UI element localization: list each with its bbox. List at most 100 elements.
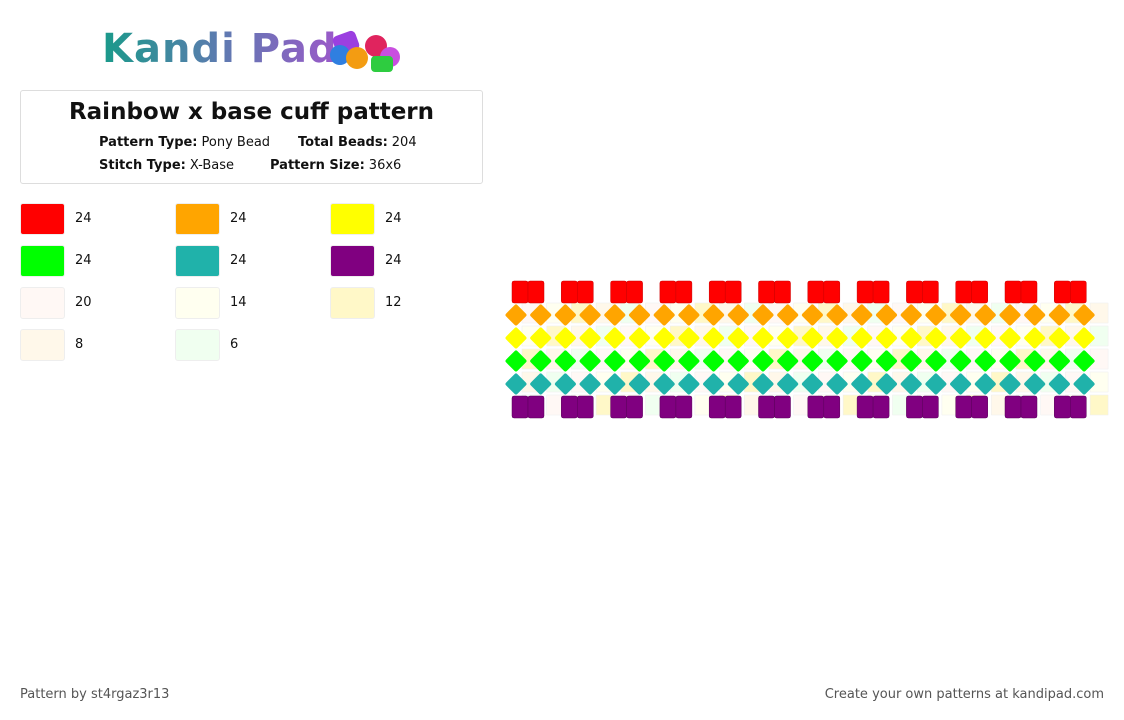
light-bead — [645, 302, 664, 324]
bead — [876, 304, 897, 326]
bead — [1048, 350, 1070, 372]
swatch — [330, 287, 375, 319]
bead — [678, 327, 700, 349]
light-bead — [867, 325, 887, 347]
swatch-count: 8 — [75, 337, 84, 352]
light-bead — [669, 348, 689, 370]
light-bead — [818, 348, 837, 370]
bead — [971, 280, 988, 304]
swatch-count: 14 — [230, 295, 247, 310]
bead — [659, 280, 677, 304]
bead — [900, 373, 922, 395]
info-item: Pattern Size: 36x6 — [270, 158, 401, 173]
light-bead — [694, 325, 714, 347]
bead — [629, 304, 650, 326]
light-bead — [595, 325, 615, 347]
bead — [925, 327, 947, 349]
light-bead — [842, 394, 862, 416]
light-bead — [991, 302, 1010, 324]
light-bead — [991, 394, 1010, 416]
bead — [675, 280, 693, 304]
bead — [851, 304, 873, 326]
bead — [999, 327, 1021, 349]
light-bead — [818, 302, 837, 324]
light-bead — [1065, 348, 1084, 370]
swatch-count: 24 — [75, 253, 92, 268]
light-bead — [1089, 348, 1109, 370]
light-bead — [867, 371, 887, 393]
info-value: Pony Bead — [201, 135, 271, 150]
bead — [999, 304, 1021, 326]
light-bead — [1089, 371, 1109, 393]
bead — [950, 304, 972, 326]
bead — [653, 373, 675, 395]
bead — [1004, 395, 1022, 419]
bead — [727, 304, 749, 326]
light-bead — [744, 325, 763, 347]
bead — [971, 395, 988, 419]
light-bead — [991, 348, 1010, 370]
bead — [577, 280, 594, 304]
light-bead — [892, 371, 911, 393]
bead — [703, 373, 725, 395]
light-bead — [620, 302, 640, 324]
light-bead — [546, 302, 565, 324]
light-bead — [1040, 371, 1059, 393]
bead — [823, 280, 841, 304]
light-bead — [1040, 302, 1059, 324]
light-bead — [571, 348, 590, 370]
swatch — [20, 203, 65, 235]
bead — [505, 304, 527, 326]
footer-link[interactable]: Create your own patterns at kandipad.com — [824, 687, 1104, 702]
light-bead — [719, 371, 738, 393]
info-label: Total Beads: — [298, 135, 388, 150]
bead — [856, 395, 874, 419]
bead — [950, 373, 972, 395]
bead — [851, 373, 873, 395]
bead — [1048, 304, 1070, 326]
bead — [801, 350, 823, 372]
light-bead — [620, 371, 640, 393]
light-bead — [768, 325, 788, 347]
bead — [752, 373, 774, 395]
light-bead — [1015, 348, 1035, 370]
light-bead — [916, 348, 936, 370]
light-bead — [1065, 394, 1084, 416]
swatch-count: 24 — [385, 211, 402, 226]
bead — [708, 280, 726, 304]
bead — [823, 395, 841, 419]
bead — [505, 373, 527, 395]
bead — [554, 304, 576, 326]
bead — [900, 327, 922, 349]
light-bead — [1040, 394, 1059, 416]
light-bead — [867, 348, 887, 370]
light-bead — [1015, 302, 1035, 324]
bead — [758, 280, 775, 304]
light-bead — [1089, 394, 1109, 416]
light-bead — [645, 371, 664, 393]
light-bead — [892, 394, 911, 416]
light-bead — [694, 348, 714, 370]
light-bead — [719, 325, 738, 347]
light-bead — [744, 348, 763, 370]
logo[interactable]: Kandi Pad — [102, 26, 338, 72]
bead — [629, 327, 650, 349]
bead — [727, 327, 749, 349]
bead — [900, 350, 922, 372]
light-bead — [546, 348, 565, 370]
bead — [777, 304, 799, 326]
light-bead — [768, 348, 788, 370]
info-label: Pattern Size: — [270, 158, 365, 173]
swatch — [330, 245, 375, 277]
bead — [1024, 373, 1046, 395]
bead — [653, 327, 675, 349]
swatch — [20, 329, 65, 361]
bead — [1070, 395, 1087, 419]
light-bead — [669, 325, 689, 347]
swatch — [175, 287, 220, 319]
light-bead — [842, 371, 862, 393]
swatch-count: 6 — [230, 337, 239, 352]
bead — [752, 350, 774, 372]
bead — [678, 350, 700, 372]
bead — [1020, 395, 1038, 419]
